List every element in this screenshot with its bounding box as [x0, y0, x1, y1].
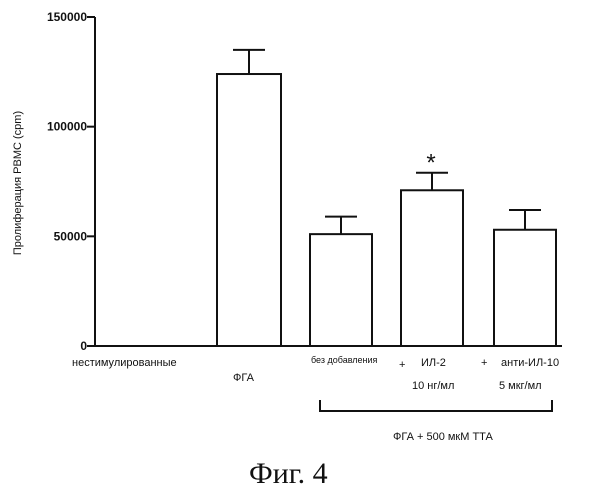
- figure-caption: Фиг. 4: [249, 457, 328, 490]
- x-category-label: без добавления: [311, 355, 378, 365]
- y-axis-label: Пролиферация PBMC (cpm): [12, 111, 24, 255]
- bracket-line: [320, 400, 552, 411]
- bar: [217, 74, 281, 346]
- bar: [401, 190, 463, 346]
- il2-prefix-label: +: [399, 359, 405, 371]
- y-tick-label: 150000: [47, 10, 87, 24]
- x-category-label: анти-ИЛ-10: [501, 357, 559, 369]
- bracket-label: ФГА + 500 мкМ ТТА: [393, 431, 494, 443]
- labels-layer: нестимулированные ФГА без добавления ИЛ-2 ан…: [72, 355, 559, 392]
- y-tick-label: 50000: [54, 229, 88, 243]
- anti-prefix-label: +: [481, 357, 487, 369]
- bar: [494, 230, 556, 346]
- y-tick-label: 0: [80, 339, 87, 353]
- anti-dose-label: 5 мкг/мл: [499, 380, 542, 392]
- bracket: ФГА + 500 мкМ ТТА: [320, 400, 552, 443]
- axis-layer: 0 50000 100000 150000: [47, 10, 562, 353]
- significance-mark: *: [426, 150, 435, 177]
- bars-layer: [217, 50, 556, 346]
- il2-dose-label: 10 нг/мл: [412, 380, 454, 392]
- y-tick-label: 100000: [47, 120, 87, 134]
- x-category-label: ФГА: [233, 372, 255, 384]
- x-category-label: нестимулированные: [72, 357, 177, 369]
- bar: [310, 234, 372, 346]
- x-category-label: ИЛ-2: [421, 357, 446, 369]
